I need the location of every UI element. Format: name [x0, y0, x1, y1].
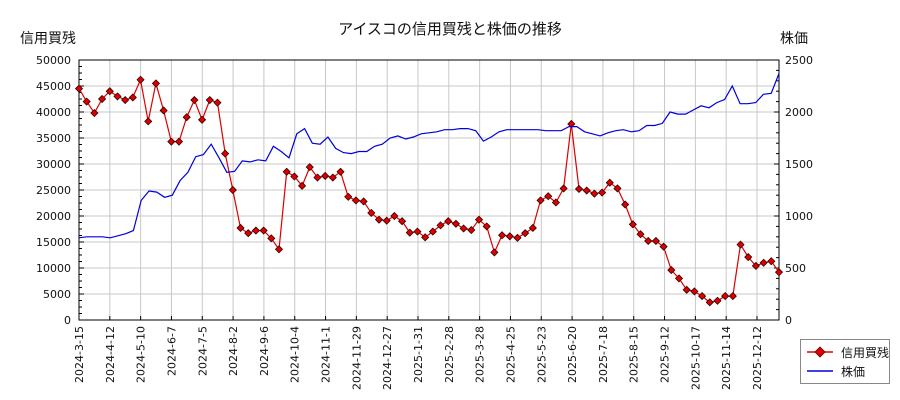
- red-diamond-line-icon: [807, 346, 833, 358]
- svg-text:0: 0: [64, 314, 71, 327]
- svg-text:2025-10-17: 2025-10-17: [689, 326, 702, 390]
- svg-text:25000: 25000: [36, 184, 71, 197]
- svg-text:50000: 50000: [36, 54, 71, 67]
- svg-text:2024-4-12: 2024-4-12: [104, 326, 117, 383]
- svg-text:20000: 20000: [36, 210, 71, 223]
- svg-text:45000: 45000: [36, 80, 71, 93]
- svg-text:2500: 2500: [785, 54, 813, 67]
- chart-title: アイスコの信用買残と株価の推移: [338, 20, 562, 38]
- svg-text:2024-12-27: 2024-12-27: [381, 326, 394, 390]
- svg-text:2025-6-20: 2025-6-20: [566, 326, 579, 383]
- svg-text:2024-9-6: 2024-9-6: [258, 326, 271, 376]
- legend-label: 信用買残: [841, 345, 890, 360]
- svg-text:2024-8-2: 2024-8-2: [227, 326, 240, 376]
- right-axis-label: 株価: [780, 31, 808, 47]
- svg-text:2025-12-12: 2025-12-12: [751, 326, 764, 390]
- legend-item-margin-buying: 信用買残: [807, 343, 889, 361]
- svg-text:2025-2-28: 2025-2-28: [443, 326, 456, 383]
- svg-text:2025-7-18: 2025-7-18: [597, 326, 610, 383]
- svg-text:5000: 5000: [43, 288, 71, 301]
- svg-text:2024-10-4: 2024-10-4: [289, 326, 302, 383]
- svg-text:2025-8-15: 2025-8-15: [628, 326, 641, 383]
- svg-text:2025-4-25: 2025-4-25: [504, 326, 517, 383]
- svg-text:500: 500: [785, 262, 806, 275]
- svg-text:2025-1-31: 2025-1-31: [412, 326, 425, 383]
- svg-text:2000: 2000: [785, 106, 813, 119]
- svg-text:10000: 10000: [36, 262, 71, 275]
- svg-text:15000: 15000: [36, 236, 71, 249]
- svg-text:2025-3-28: 2025-3-28: [474, 326, 487, 383]
- svg-text:2024-5-10: 2024-5-10: [135, 326, 148, 383]
- svg-text:35000: 35000: [36, 132, 71, 145]
- svg-text:2024-6-7: 2024-6-7: [165, 326, 178, 376]
- legend-label: 株価: [841, 364, 866, 379]
- svg-text:2024-7-5: 2024-7-5: [196, 326, 209, 376]
- svg-text:1000: 1000: [785, 210, 813, 223]
- svg-text:0: 0: [785, 314, 792, 327]
- legend: 信用買残 株価: [800, 339, 890, 384]
- svg-text:1500: 1500: [785, 158, 813, 171]
- left-axis-label: 信用買残: [20, 31, 76, 47]
- svg-text:30000: 30000: [36, 158, 71, 171]
- svg-text:40000: 40000: [36, 106, 71, 119]
- svg-text:2025-9-12: 2025-9-12: [659, 326, 672, 383]
- legend-item-stock-price: 株価: [807, 362, 865, 380]
- blue-line-icon: [807, 370, 833, 372]
- svg-text:2024-11-1: 2024-11-1: [320, 326, 333, 383]
- svg-text:2025-11-14: 2025-11-14: [720, 326, 733, 390]
- svg-text:2024-11-29: 2024-11-29: [350, 326, 363, 390]
- svg-text:2025-5-23: 2025-5-23: [535, 326, 548, 383]
- svg-text:2024-3-15: 2024-3-15: [73, 326, 86, 383]
